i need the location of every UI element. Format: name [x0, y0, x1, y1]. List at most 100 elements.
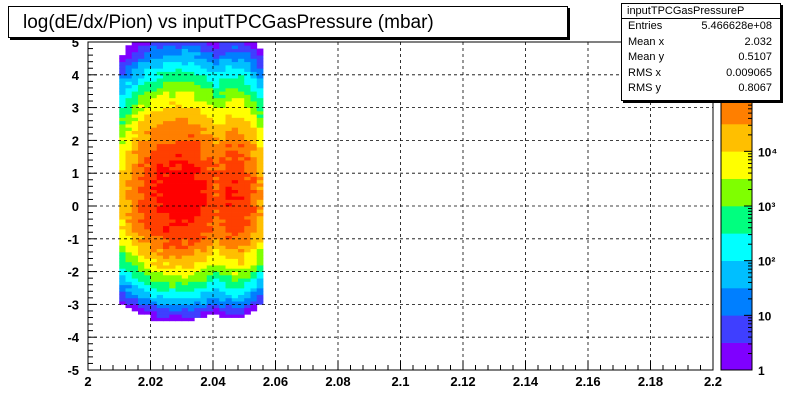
- heatmap-cell: [219, 202, 226, 207]
- heatmap-cell: [144, 114, 151, 118]
- heatmap-cell: [150, 222, 158, 227]
- heatmap-cell: [119, 219, 126, 223]
- heatmap-cell: [200, 84, 208, 89]
- heatmap-cell: [238, 140, 245, 145]
- heatmap-cell: [231, 169, 239, 174]
- heatmap-cell: [238, 97, 245, 102]
- heatmap-cell: [206, 245, 214, 250]
- heatmap-cell: [200, 265, 208, 269]
- heatmap-cell: [225, 94, 233, 99]
- heatmap-cell: [131, 274, 139, 279]
- heatmap-cell: [213, 288, 220, 292]
- heatmap-cell: [200, 219, 208, 223]
- heatmap-cell: [144, 78, 151, 82]
- heatmap-cell: [213, 120, 220, 125]
- heatmap-cell: [250, 192, 258, 197]
- heatmap-cell: [231, 255, 239, 259]
- heatmap-cell: [200, 278, 208, 282]
- z-tick-label: 10⁴: [758, 145, 777, 159]
- heatmap-cell: [231, 196, 239, 200]
- heatmap-cell: [225, 150, 233, 154]
- heatmap-cell: [225, 107, 233, 112]
- heatmap-cell: [231, 219, 239, 223]
- heatmap-cell: [125, 94, 133, 99]
- heatmap-cell: [194, 130, 201, 135]
- heatmap-cell: [175, 228, 183, 233]
- heatmap-cell: [219, 183, 226, 187]
- heatmap-cell: [194, 101, 201, 105]
- heatmap-cell: [225, 183, 233, 187]
- heatmap-cell: [194, 179, 201, 184]
- heatmap-cell: [206, 42, 214, 46]
- heatmap-cell: [238, 160, 245, 164]
- heatmap-cell: [219, 104, 226, 108]
- heatmap-cell: [144, 127, 151, 131]
- heatmap-cell: [219, 199, 226, 204]
- heatmap-cell: [244, 219, 251, 223]
- heatmap-cell: [225, 278, 233, 282]
- heatmap-cell: [244, 192, 251, 197]
- heatmap-cell: [194, 183, 201, 187]
- heatmap-cell: [188, 87, 195, 92]
- heatmap-cell: [256, 261, 264, 266]
- heatmap-cell: [219, 291, 226, 295]
- heatmap-cell: [150, 301, 158, 305]
- heatmap-cell: [200, 127, 208, 131]
- heatmap-cell: [219, 258, 226, 263]
- heatmap-cell: [213, 297, 220, 302]
- heatmap-cell: [188, 91, 195, 95]
- heatmap-cell: [156, 71, 164, 76]
- heatmap-cell: [188, 242, 195, 246]
- heatmap-cell: [175, 265, 183, 269]
- heatmap-cell: [144, 169, 151, 174]
- heatmap-cell: [194, 133, 201, 138]
- heatmap-cell: [175, 281, 183, 286]
- heatmap-cell: [256, 297, 264, 302]
- heatmap-cell: [244, 114, 251, 118]
- heatmap-cell: [144, 61, 151, 66]
- heatmap-cell: [206, 160, 214, 164]
- heatmap-cell: [194, 248, 201, 253]
- heatmap-cell: [250, 288, 258, 292]
- heatmap-cell: [231, 163, 239, 168]
- heatmap-cell: [119, 68, 126, 72]
- heatmap-cell: [219, 288, 226, 292]
- heatmap-cell: [231, 261, 239, 266]
- heatmap-cell: [119, 261, 126, 266]
- heatmap-cell: [169, 104, 176, 108]
- heatmap-cell: [194, 232, 201, 236]
- heatmap-cell: [225, 307, 233, 312]
- heatmap-cell: [188, 107, 195, 112]
- heatmap-cell: [169, 166, 176, 171]
- heatmap-cell: [219, 51, 226, 56]
- heatmap-cell: [150, 150, 158, 154]
- heatmap-cell: [163, 183, 170, 187]
- heatmap-cell: [156, 78, 164, 82]
- heatmap-cell: [225, 173, 233, 177]
- heatmap-cell: [225, 248, 233, 253]
- heatmap-cell: [194, 150, 201, 154]
- heatmap-cell: [256, 91, 264, 95]
- heatmap-cell: [156, 271, 164, 276]
- heatmap-cell: [219, 124, 226, 128]
- heatmap-cell: [138, 310, 145, 315]
- heatmap-cell: [225, 225, 233, 230]
- heatmap-cell: [238, 110, 245, 115]
- heatmap-cell: [256, 87, 264, 92]
- heatmap-cell: [131, 48, 139, 53]
- heatmap-cell: [244, 288, 251, 292]
- heatmap-cell: [250, 137, 258, 141]
- heatmap-cell: [150, 209, 158, 213]
- heatmap-cell: [194, 291, 201, 295]
- heatmap-cell: [138, 176, 145, 181]
- heatmap-cell: [244, 294, 251, 299]
- heatmap-cell: [131, 301, 139, 305]
- heatmap-cell: [219, 206, 226, 210]
- heatmap-cell: [194, 189, 201, 194]
- heatmap-cell: [250, 81, 258, 86]
- heatmap-cell: [119, 117, 126, 122]
- heatmap-cell: [200, 209, 208, 213]
- heatmap-cell: [213, 265, 220, 269]
- heatmap-cell: [256, 268, 264, 272]
- heatmap-cell: [144, 91, 151, 95]
